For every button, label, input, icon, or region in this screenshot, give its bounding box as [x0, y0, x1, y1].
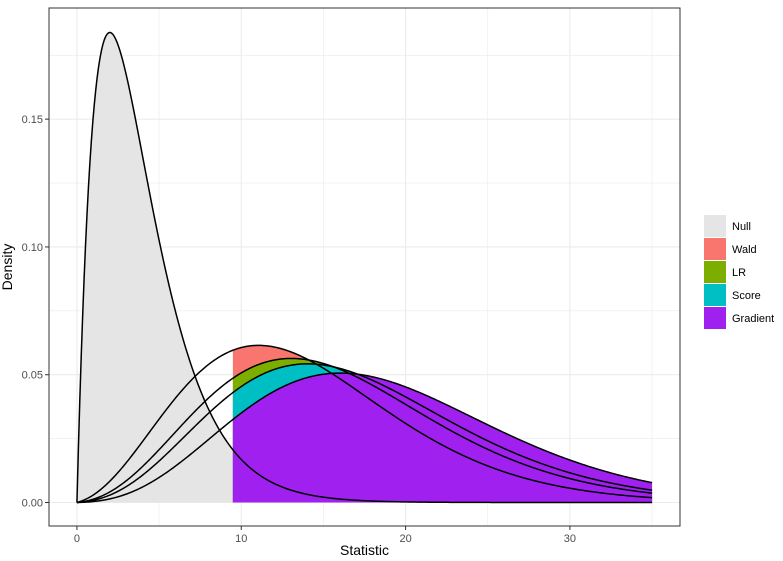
- curve-null: [76, 31, 653, 504]
- y-axis-title: Density: [0, 244, 15, 291]
- y-tick-label: 0.00: [22, 497, 43, 509]
- legend-key-lr: [704, 261, 726, 283]
- y-tick-label: 0.15: [22, 114, 43, 126]
- curve-gradient: [76, 372, 653, 504]
- legend-key-null: [704, 215, 726, 237]
- legend-label-null: Null: [732, 221, 751, 233]
- legend-label-wald: Wald: [732, 244, 757, 256]
- curve-wald: [76, 344, 653, 504]
- x-tick-label: 20: [399, 533, 411, 545]
- curve-lr: [76, 357, 653, 504]
- area-null: [76, 32, 233, 503]
- y-tick-label: 0.10: [22, 242, 43, 254]
- x-tick-label: 0: [74, 533, 80, 545]
- density-curves: [76, 31, 653, 504]
- legend-label-lr: LR: [732, 267, 746, 279]
- panel-border: [48, 7, 681, 527]
- x-tick-label: 30: [564, 533, 576, 545]
- y-axis-ticks: 0.00 0.05 0.10 0.15: [22, 114, 49, 509]
- legend-key-gradient: [704, 307, 726, 329]
- legend-key-wald: [704, 238, 726, 260]
- x-axis-ticks: 0 10 20 30: [74, 526, 576, 545]
- area-gradient: [232, 373, 653, 503]
- x-tick-label: 10: [235, 533, 247, 545]
- x-axis-title: Statistic: [340, 542, 389, 558]
- legend: Null Wald LR Score Gradient: [704, 215, 774, 329]
- y-tick-label: 0.05: [22, 370, 43, 382]
- legend-key-score: [704, 284, 726, 306]
- legend-label-score: Score: [732, 290, 761, 302]
- density-areas: [76, 32, 653, 503]
- legend-label-gradient: Gradient: [732, 313, 774, 325]
- curve-score: [76, 363, 653, 504]
